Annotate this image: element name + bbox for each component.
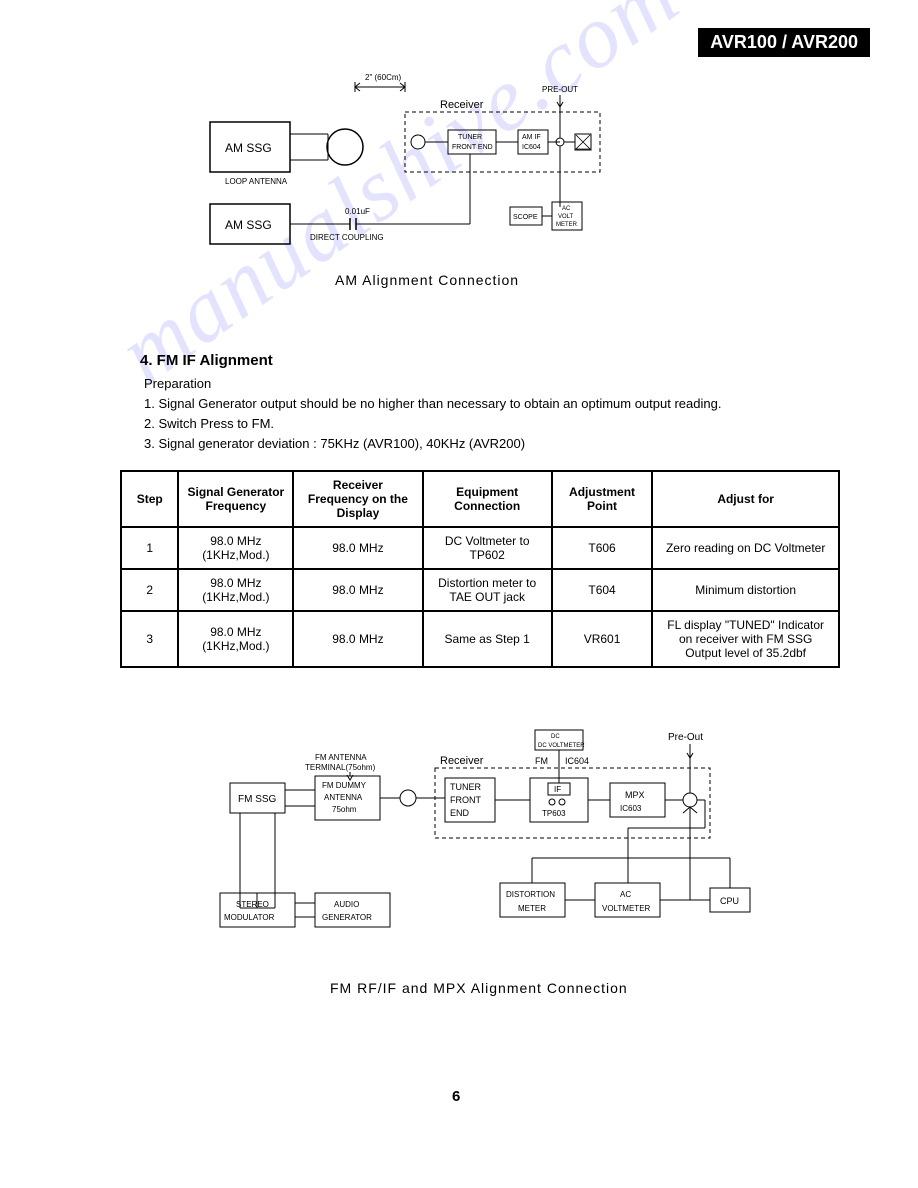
th-step: Step bbox=[121, 471, 178, 527]
prep-label: Preparation bbox=[144, 374, 211, 395]
diagram1-caption: AM Alignment Connection bbox=[335, 272, 519, 288]
page-number: 6 bbox=[452, 1088, 460, 1105]
cell: 98.0 MHz (1KHz,Mod.) bbox=[178, 527, 293, 569]
tp603-label: TP603 bbox=[542, 809, 566, 818]
amif-label: AM IF bbox=[522, 134, 541, 141]
fm-label: FM bbox=[535, 756, 548, 766]
dcvm-label2: DC VOLTMETER bbox=[538, 743, 585, 749]
header-badge: AVR100 / AVR200 bbox=[698, 28, 870, 57]
acvm2-label: VOLT bbox=[558, 214, 574, 220]
cell: 98.0 MHz bbox=[293, 611, 422, 667]
cell: T606 bbox=[552, 527, 653, 569]
tuner1-label: TUNER bbox=[450, 782, 481, 792]
dist1-label: DISTORTION bbox=[506, 890, 555, 899]
th-af: Adjust for bbox=[652, 471, 839, 527]
table-row: 2 98.0 MHz (1KHz,Mod.) 98.0 MHz Distorti… bbox=[121, 569, 839, 611]
preout-label: PRE-OUT bbox=[542, 85, 578, 94]
tuner3-label: END bbox=[450, 808, 470, 818]
cell: 98.0 MHz bbox=[293, 569, 422, 611]
preout2-label: Pre-Out bbox=[668, 732, 703, 743]
cell: Zero reading on DC Voltmeter bbox=[652, 527, 839, 569]
ic603-label: IC603 bbox=[620, 804, 642, 813]
prep-line3: 3. Signal generator deviation : 75KHz (A… bbox=[144, 434, 525, 455]
amssg2-label: AM SSG bbox=[225, 218, 272, 232]
dist2-label: METER bbox=[518, 904, 546, 913]
cell: 1 bbox=[121, 527, 178, 569]
diagram2-caption: FM RF/IF and MPX Alignment Connection bbox=[330, 980, 628, 996]
table-row: 3 98.0 MHz (1KHz,Mod.) 98.0 MHz Same as … bbox=[121, 611, 839, 667]
amssg1-label: AM SSG bbox=[225, 141, 272, 155]
dummy1-label: FM DUMMY bbox=[322, 781, 367, 790]
stereo1-label: STEREO bbox=[236, 900, 269, 909]
mpx-label: MPX bbox=[625, 790, 645, 800]
fmant2-label: TERMINAL(75ohm) bbox=[305, 763, 376, 772]
if-label: IF bbox=[554, 785, 561, 794]
loop-label: LOOP ANTENNA bbox=[225, 177, 288, 186]
th-eq: Equipment Connection bbox=[423, 471, 552, 527]
th-rfd: Receiver Frequency on the Display bbox=[293, 471, 422, 527]
cell: T604 bbox=[552, 569, 653, 611]
am-alignment-diagram: 2" (60Cm) PRE-OUT Receiver AM SSG LOOP A… bbox=[200, 72, 680, 272]
acvm1-label: AC bbox=[562, 206, 571, 212]
cell: 2 bbox=[121, 569, 178, 611]
dim-label: 2" (60Cm) bbox=[365, 73, 402, 82]
scope-label: SCOPE bbox=[513, 214, 538, 221]
direct-label: DIRECT COUPLING bbox=[310, 233, 384, 242]
cpu-label: CPU bbox=[720, 896, 739, 906]
dcvm-label1: DC bbox=[551, 734, 560, 740]
acvm2-2-label: VOLTMETER bbox=[602, 904, 651, 913]
receiver2-label: Receiver bbox=[440, 755, 484, 767]
cell: DC Voltmeter to TP602 bbox=[423, 527, 552, 569]
alignment-table: Step Signal Generator Frequency Receiver… bbox=[120, 470, 840, 668]
fm-alignment-diagram: DC DC VOLTMETER Pre-Out FM ANTENNA TERMI… bbox=[200, 728, 780, 978]
dummy2-label: ANTENNA bbox=[324, 793, 363, 802]
th-sgf: Signal Generator Frequency bbox=[178, 471, 293, 527]
prep-line2: 2. Switch Press to FM. bbox=[144, 414, 274, 435]
section4-title: 4. FM IF Alignment bbox=[140, 352, 273, 369]
frontend-label: FRONT END bbox=[452, 144, 493, 151]
ic604-2-label: IC604 bbox=[565, 756, 589, 766]
cell: FL display "TUNED" Indicator on receiver… bbox=[652, 611, 839, 667]
acvm3-label: METER bbox=[556, 222, 578, 228]
th-ap: Adjustment Point bbox=[552, 471, 653, 527]
dummy3-label: 75ohm bbox=[332, 805, 357, 814]
audio2-label: GENERATOR bbox=[322, 913, 372, 922]
cell: Distortion meter to TAE OUT jack bbox=[423, 569, 552, 611]
receiver-label: Receiver bbox=[440, 99, 484, 111]
ic604-label: IC604 bbox=[522, 144, 541, 151]
cell: Same as Step 1 bbox=[423, 611, 552, 667]
cell: 98.0 MHz bbox=[293, 527, 422, 569]
cell: VR601 bbox=[552, 611, 653, 667]
cell: 3 bbox=[121, 611, 178, 667]
fmssg-label: FM SSG bbox=[238, 794, 277, 805]
tuner2-label: FRONT bbox=[450, 795, 481, 805]
cap-label: 0.01uF bbox=[345, 207, 370, 216]
audio1-label: AUDIO bbox=[334, 900, 359, 909]
cell: Minimum distortion bbox=[652, 569, 839, 611]
acvm1-2-label: AC bbox=[620, 890, 631, 899]
cell: 98.0 MHz (1KHz,Mod.) bbox=[178, 611, 293, 667]
cell: 98.0 MHz (1KHz,Mod.) bbox=[178, 569, 293, 611]
stereo2-label: MODULATOR bbox=[224, 913, 275, 922]
tuner-label: TUNER bbox=[458, 134, 482, 141]
table-row: 1 98.0 MHz (1KHz,Mod.) 98.0 MHz DC Voltm… bbox=[121, 527, 839, 569]
prep-line1: 1. Signal Generator output should be no … bbox=[144, 394, 721, 415]
fmant1-label: FM ANTENNA bbox=[315, 753, 367, 762]
